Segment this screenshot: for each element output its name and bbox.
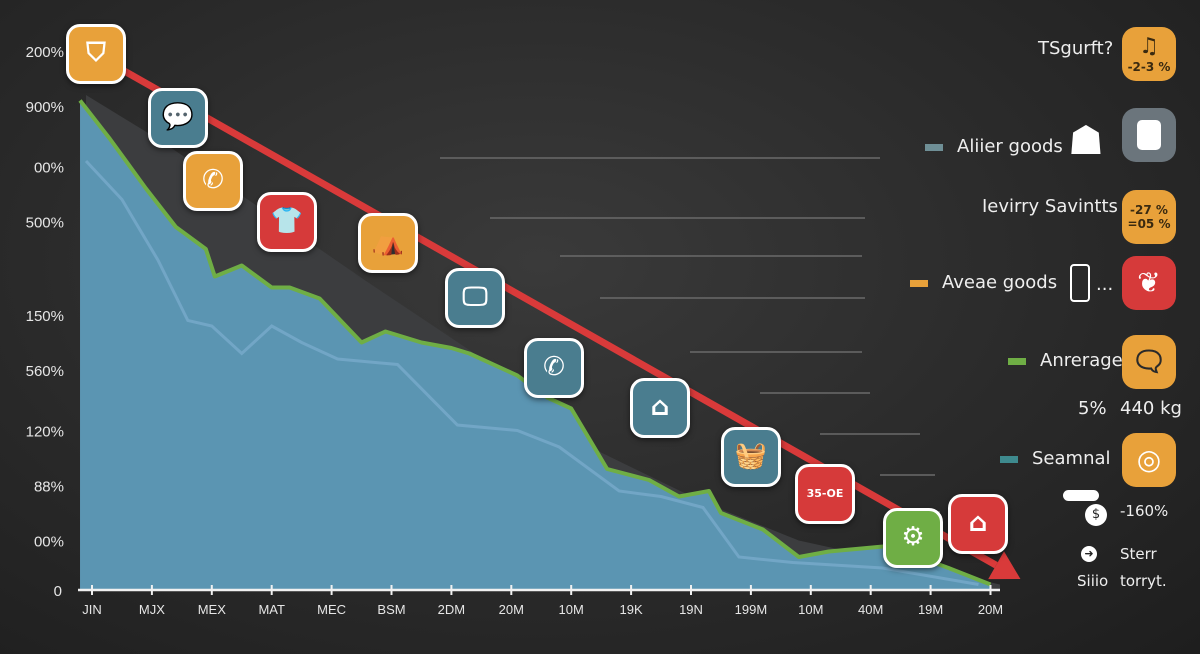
legend-label: Seamnal (1032, 448, 1111, 469)
x-tick-label: 10M (559, 602, 584, 617)
tag-icon: 35-OE (795, 464, 855, 524)
y-tick-label: 900% (26, 99, 64, 116)
badge-text: -2-3 % (1127, 60, 1171, 74)
phone-circle-icon: ◎ (1122, 433, 1176, 487)
blue-area (80, 100, 991, 590)
arrow-right-icon: ➜ (1081, 546, 1097, 562)
badge-text: -27 % (1130, 202, 1168, 217)
note-sterr: Sterr (1120, 545, 1157, 563)
note-percent: 5% (1078, 398, 1107, 419)
legend-swatch (925, 143, 943, 151)
y-tick-label: 00% (34, 534, 64, 551)
green-series-line (78, 99, 992, 587)
y-tick-label: 150% (26, 308, 64, 325)
note-siiio: Siiio (1077, 572, 1109, 590)
legend-item-aveae-goods: Aveae goods (910, 272, 1057, 293)
x-tick-label: 40M (858, 602, 883, 617)
percent-badge: -27 % =05 % (1122, 190, 1176, 244)
basket-icon: 🧺 (721, 427, 781, 487)
x-tick-label: JIN (82, 602, 102, 617)
ellipsis: ... (1096, 274, 1114, 295)
legend-swatch (1008, 357, 1026, 365)
music-note-icon: ♫ -2-3 % (1122, 27, 1176, 81)
note-weight: 440 kg (1120, 398, 1182, 419)
note-torryt: torryt. (1120, 572, 1167, 590)
chat-icon: 💬 (148, 88, 208, 148)
y-tick-label: 0 (54, 583, 62, 600)
x-tick-label: 19M (918, 602, 943, 617)
legend-item-alier-goods: Aliier goods (925, 136, 1063, 157)
x-tick-label: MEX (198, 602, 227, 617)
legend-item-anrerage: Anrerage (1008, 350, 1123, 371)
bulb-icon: ❦ (1122, 256, 1176, 310)
phone-icon: ✆ (183, 151, 243, 211)
x-tick-label: 20M (499, 602, 524, 617)
legend-label-tsgurft: TSgurft? (1038, 38, 1114, 59)
trend-arrow-head (988, 551, 1021, 580)
legend-item-seamnal: Seamnal (1000, 448, 1111, 469)
legend-label: Anrerage (1040, 350, 1123, 371)
coin-icon: $ (1085, 504, 1107, 526)
x-tick-label: 199M (735, 602, 768, 617)
legend-label: Aliier goods (957, 136, 1063, 157)
house-icon: ⌂ (630, 378, 690, 438)
message-icon (1063, 490, 1099, 501)
badge-text: =05 % (1127, 217, 1171, 231)
x-tick-label: BSM (377, 602, 405, 617)
y-tick-label: 500% (26, 215, 64, 232)
x-tick-label: MAT (258, 602, 285, 617)
y-tick-label: 120% (26, 424, 64, 441)
x-tick-label: 19N (679, 602, 703, 617)
house-icon: ⌂ (948, 494, 1008, 554)
robot-icon: ☗ (1068, 118, 1104, 164)
phone-icon: ✆ (524, 338, 584, 398)
y-tick-label: 88% (34, 479, 64, 496)
chat-icon: 🗨 (1122, 335, 1176, 389)
legend-label-ievirry-savintts: Ievirry Savintts (982, 196, 1118, 217)
y-tick-label: 560% (26, 363, 64, 380)
legend-swatch (1000, 455, 1018, 463)
x-tick-label: 2DM (438, 602, 465, 617)
x-tick-label: 20M (978, 602, 1003, 617)
x-tick-label: 10M (798, 602, 823, 617)
y-tick-label: 200% (26, 44, 64, 61)
device-icon (1122, 108, 1176, 162)
blue-series-line (84, 159, 979, 586)
gear-icon: ⚙ (883, 508, 943, 568)
y-tick-label: 00% (34, 160, 64, 177)
note-negative: -160% (1120, 502, 1169, 520)
x-tick-label: MEC (317, 602, 346, 617)
x-tick-label: 19K (620, 602, 643, 617)
legend-swatch (910, 279, 928, 287)
tent-icon: ⛺ (358, 213, 418, 273)
phone-icon (1070, 264, 1090, 302)
bag-icon: ⛉ (66, 24, 126, 84)
legend-label: Aveae goods (942, 272, 1058, 293)
shirt-icon: 👕 (257, 192, 317, 252)
monitor-icon: 🖵 (445, 268, 505, 328)
x-tick-label: MJX (139, 602, 165, 617)
